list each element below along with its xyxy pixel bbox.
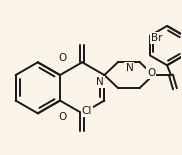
- Text: O: O: [58, 53, 67, 63]
- Text: O: O: [58, 112, 67, 122]
- Text: O: O: [147, 68, 155, 78]
- Text: N: N: [96, 77, 104, 87]
- Text: Cl: Cl: [82, 106, 92, 116]
- Text: N: N: [126, 63, 133, 73]
- Text: Br: Br: [151, 33, 163, 43]
